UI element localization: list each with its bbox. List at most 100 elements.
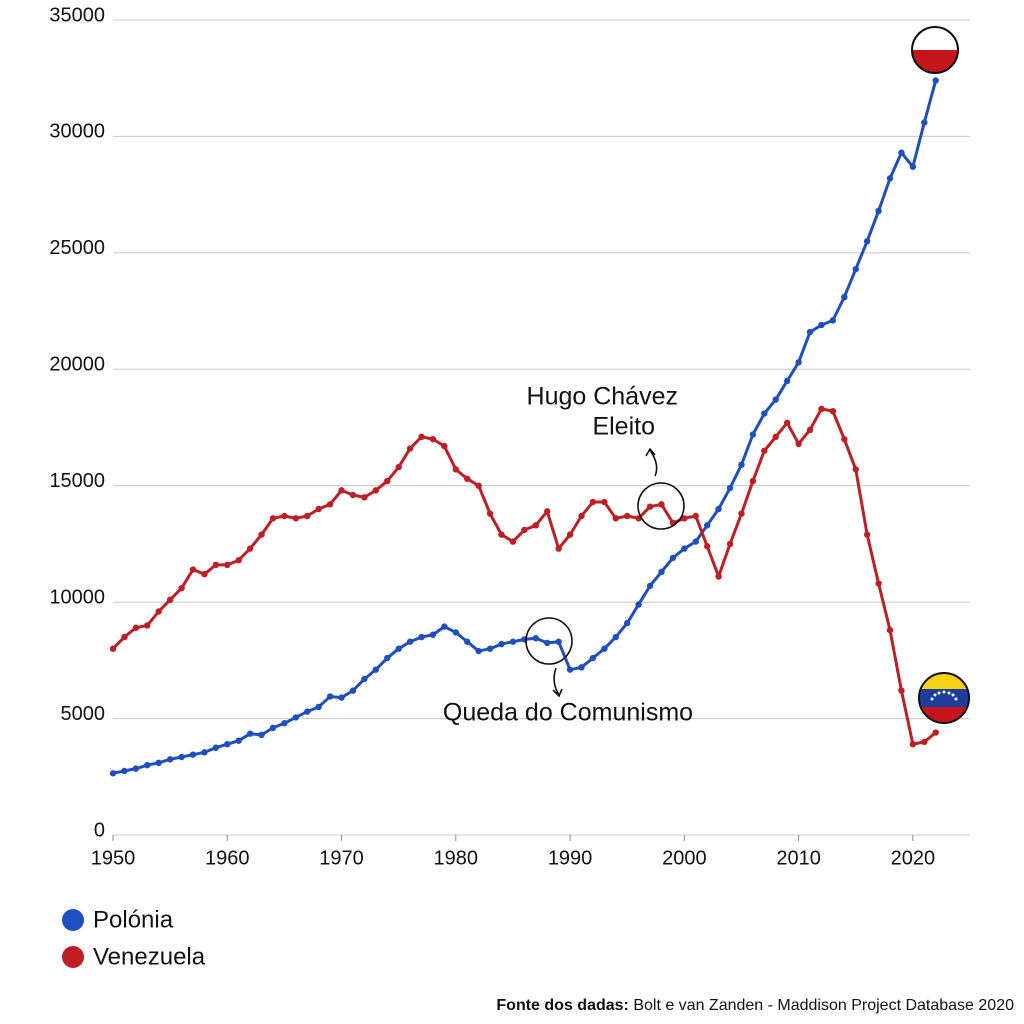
data-point [486,645,494,652]
data-point [761,410,768,417]
source: Fonte dos dadas: Bolt e van Zanden - Mad… [496,997,1014,1014]
legend: Polónia Venezuela [62,906,206,970]
y-tick-label: 0 [94,819,105,841]
data-point [201,749,208,756]
data-point [155,759,162,767]
data-point [121,767,128,775]
data-point [703,522,711,529]
data-point [349,687,357,694]
data-point [326,693,334,700]
data-point [875,207,882,215]
data-point [144,761,151,769]
data-point [635,601,642,608]
data-point [372,487,380,494]
data-point [406,638,414,645]
data-point [681,515,688,522]
data-point [509,638,517,645]
data-point [441,442,448,450]
flag-venezuela [918,672,970,724]
data-point [841,293,848,301]
data-point [361,675,368,683]
data-point [886,175,894,182]
data-point [109,645,117,652]
y-tick-label: 30000 [49,121,105,143]
data-point [669,554,677,562]
data-point [201,571,208,578]
annotation-markers [525,447,685,698]
data-point [703,543,711,550]
x-tick-label: 2000 [662,847,707,869]
data-point [304,512,311,520]
data-point [578,664,585,671]
data-point [852,466,859,473]
annotation-text: Hugo Chávez [527,383,678,411]
x-tick-label: 2010 [776,847,821,869]
y-tick-label: 25000 [49,237,105,259]
x-tick-label: 1950 [91,847,136,869]
data-point [532,522,539,529]
data-point [212,561,220,569]
data-point [806,328,814,336]
data-point [418,633,425,641]
y-tick-label: 20000 [49,354,105,376]
data-point [338,694,345,701]
data-point [178,753,185,761]
y-tick-label: 5000 [61,703,106,725]
data-point [761,447,768,454]
data-point [692,538,699,545]
series-line [111,407,937,746]
data-point [795,440,802,447]
data-point [658,501,665,508]
x-tick-label: 1990 [548,847,593,869]
annotation-text: Queda do Comunismo [443,699,693,727]
data-point [612,633,619,641]
data-point [189,566,197,573]
annotation-circle [525,617,573,665]
grid: 0 5000 10000 15000 20000 25000 30000 35000 1950 1… [49,4,970,869]
data-point [624,512,631,520]
data-point [589,498,597,506]
data-point [863,531,871,538]
flag-poland [911,26,959,74]
data-point [921,738,928,746]
data-point [109,770,117,777]
data-point [738,461,745,468]
data-point [292,515,300,522]
y-tick-label: 35000 [49,4,105,26]
data-point [406,445,414,452]
data-point [452,466,459,473]
annotation-arrow [645,447,658,477]
data-point [224,561,231,569]
data-point [863,238,871,245]
data-point [795,359,802,366]
data-point [144,622,151,629]
data-point [338,487,345,494]
data-point [829,408,837,415]
data-point [521,526,528,534]
data-point [395,645,402,652]
data-point [246,730,254,737]
data-point [441,623,448,630]
data-point [875,580,882,587]
x-tick-label: 2020 [891,847,936,869]
data-point [464,638,471,645]
data-point [589,654,597,662]
data-point [429,631,437,638]
data-point [772,396,779,403]
data-point [498,531,505,538]
data-point [224,740,231,748]
data-point [898,687,905,694]
data-point [624,619,631,627]
data-point [932,729,939,736]
data-point [783,419,791,427]
data-point [429,435,437,443]
data-point [384,654,391,662]
data-point [646,582,654,590]
data-point [544,508,551,515]
data-point [886,626,894,634]
data-point [349,491,357,499]
data-point [475,647,482,655]
annotation-arrow [552,667,563,698]
source-text: Bolt e van Zanden - Maddison Project Dat… [633,997,1014,1014]
legend-label: Venezuela [93,943,206,970]
